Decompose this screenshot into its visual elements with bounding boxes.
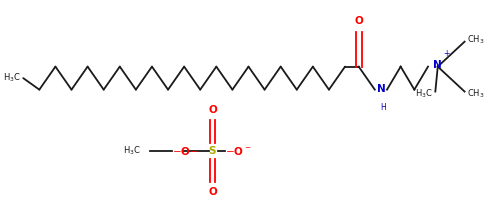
Text: N: N [433,60,442,70]
Text: H: H [380,103,386,112]
Text: $\mathregular{CH_3}$: $\mathregular{CH_3}$ [467,87,484,100]
Text: $-$O$^-$: $-$O$^-$ [224,145,251,157]
Text: $\mathregular{H_3C}$: $\mathregular{H_3C}$ [123,145,141,157]
Text: O: O [208,187,217,197]
Text: O: O [354,16,363,26]
Text: N: N [377,84,386,94]
Text: +: + [444,49,450,58]
Text: O: O [208,105,217,115]
Text: $\mathregular{H_3C}$: $\mathregular{H_3C}$ [415,87,433,100]
Text: S: S [208,146,216,156]
Text: $\mathregular{H_3}$C: $\mathregular{H_3}$C [4,72,22,84]
Text: $-$O$-$: $-$O$-$ [172,145,199,157]
Text: $\mathregular{CH_3}$: $\mathregular{CH_3}$ [467,34,484,46]
